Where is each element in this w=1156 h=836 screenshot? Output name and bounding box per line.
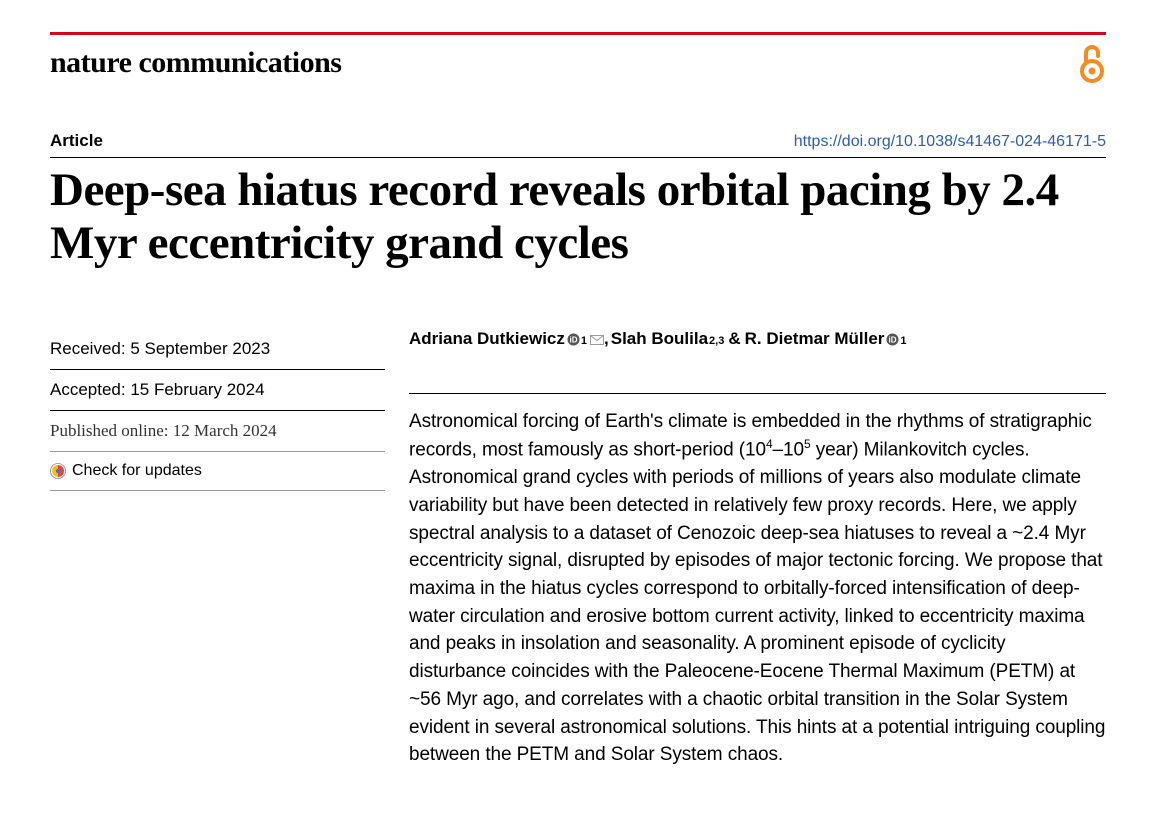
exponent: 4 (766, 437, 773, 451)
abstract: Astronomical forcing of Earth's climate … (409, 408, 1106, 769)
article-title: Deep-sea hiatus record reveals orbital p… (50, 164, 1106, 269)
meta-row: Article https://doi.org/10.1038/s41467-0… (50, 131, 1106, 158)
journal-header: nature communications (50, 43, 1106, 83)
abstract-text: –10 (773, 439, 804, 460)
author-name: Slah Boulila (611, 329, 708, 349)
svg-text:iD: iD (889, 336, 897, 345)
author-list: Adriana Dutkiewicz iD 1 , Slah Boulila 2… (409, 329, 1106, 394)
author-amp: & (728, 329, 740, 349)
left-column: Received: 5 September 2023 Accepted: 15 … (50, 329, 385, 769)
check-updates[interactable]: Check for updates (50, 452, 385, 491)
date-accepted: Accepted: 15 February 2024 (50, 370, 385, 411)
exponent: 5 (804, 437, 811, 451)
orcid-icon: iD (886, 333, 899, 346)
author-3: R. Dietmar Müller iD 1 (745, 329, 907, 349)
doi-link[interactable]: https://doi.org/10.1038/s41467-024-46171… (794, 133, 1106, 151)
check-updates-label: Check for updates (72, 462, 202, 480)
abstract-text: year) Milankovitch cycles. Astronomical … (409, 439, 1105, 765)
author-affil: 1 (900, 335, 906, 347)
author-name: Adriana Dutkiewicz (409, 329, 565, 349)
top-rule (50, 32, 1106, 35)
author-2: Slah Boulila 2,3 (611, 329, 725, 349)
date-published: Published online: 12 March 2024 (50, 411, 385, 452)
orcid-icon: iD (567, 333, 580, 346)
crossmark-icon (50, 463, 66, 479)
body-grid: Received: 5 September 2023 Accepted: 15 … (50, 329, 1106, 769)
journal-name: nature communications (50, 46, 341, 80)
right-column: Adriana Dutkiewicz iD 1 , Slah Boulila 2… (409, 329, 1106, 769)
author-name: R. Dietmar Müller (745, 329, 885, 349)
article-type: Article (50, 131, 103, 151)
author-affil: 2,3 (709, 335, 724, 347)
date-received: Received: 5 September 2023 (50, 329, 385, 370)
author-sep: , (604, 329, 609, 349)
open-access-icon (1078, 43, 1106, 83)
mail-icon (590, 335, 604, 345)
svg-text:iD: iD (569, 336, 577, 345)
author-1: Adriana Dutkiewicz iD 1 (409, 329, 604, 349)
author-affil: 1 (581, 335, 587, 347)
